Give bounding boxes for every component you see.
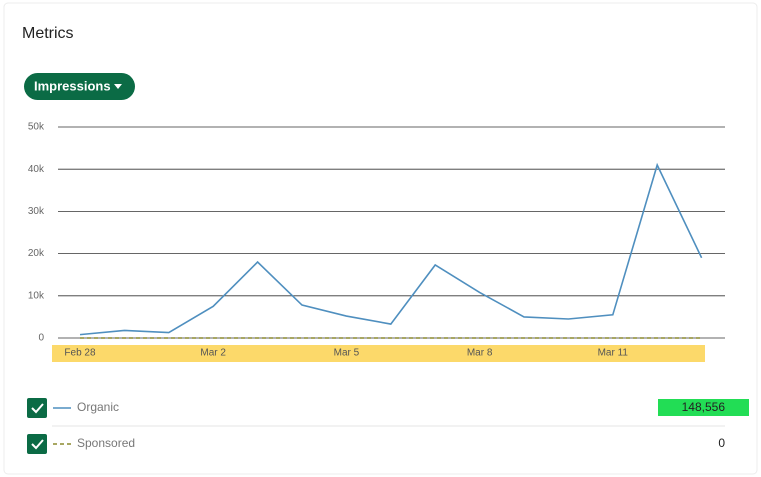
y-tick-label: 40k [28, 164, 45, 175]
y-tick-label: 20k [28, 248, 45, 259]
series-line [79, 162, 703, 336]
caret [114, 84, 122, 89]
series-total: 148,556 [682, 400, 726, 414]
checkbox-box [27, 398, 47, 418]
y-tick-label: 30k [28, 206, 45, 217]
button-label: Impressions [34, 78, 111, 93]
x-tick-label: Mar 11 [598, 348, 629, 359]
x-tick-label: Feb 28 [64, 348, 96, 359]
button-bg [24, 73, 135, 100]
highlight [658, 399, 749, 416]
legend-checkbox[interactable] [27, 398, 47, 418]
checkmark [31, 403, 44, 414]
y-tick-label: 10k [28, 290, 45, 301]
x-tick-label: Mar 2 [200, 348, 226, 359]
series-total: 0 [718, 436, 725, 450]
x-tick-label: Mar 5 [334, 348, 360, 359]
y-tick-label: 0 [38, 333, 44, 344]
legend-label: Organic [77, 400, 119, 414]
dropdown-button[interactable]: Impressions [24, 73, 135, 100]
legend-label: Sponsored [77, 436, 135, 450]
legend-checkbox[interactable] [27, 434, 47, 454]
checkmark [31, 439, 44, 450]
x-tick-label: Mar 8 [467, 348, 493, 359]
highlight [52, 345, 705, 362]
y-tick-label: 50k [28, 122, 45, 133]
checkbox-box [27, 434, 47, 454]
section-title: Metrics [22, 25, 74, 42]
